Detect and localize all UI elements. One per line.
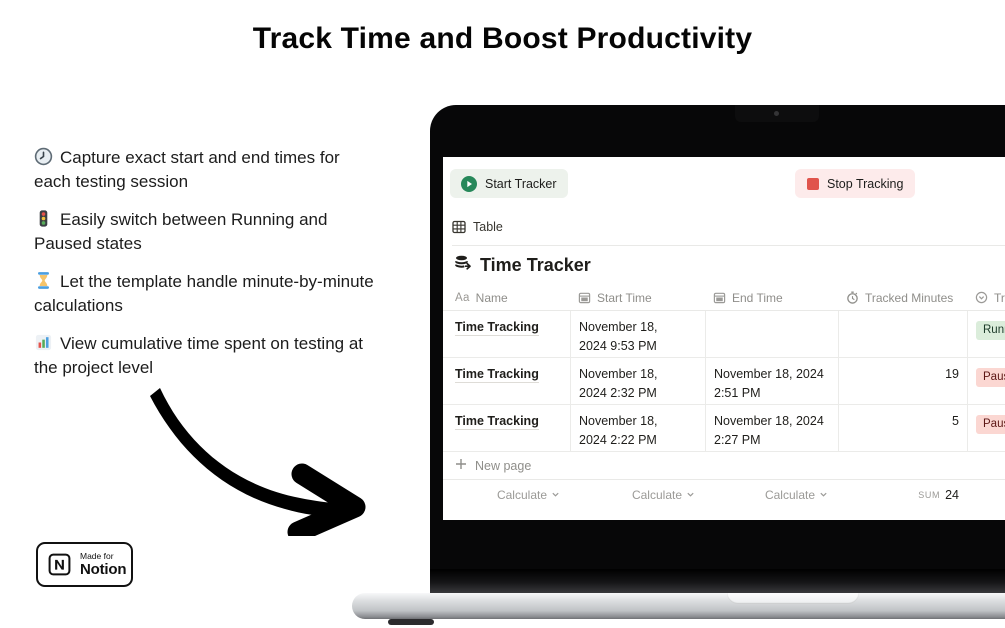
column-label: Tracking Status — [994, 290, 1005, 305]
start-tracker-button[interactable]: Start Tracker — [450, 169, 568, 198]
laptop-screen: Start Tracker Stop Tracking Table — [443, 157, 1005, 520]
laptop-foot — [388, 619, 434, 625]
new-page-button[interactable]: New page — [443, 452, 1005, 480]
start-tracker-label: Start Tracker — [485, 176, 557, 191]
table-row: Time Tracking November 18, 2024 2:32 PM … — [443, 358, 1005, 405]
cell-tracked-minutes[interactable]: 19 — [838, 358, 967, 404]
laptop-base — [352, 593, 1005, 619]
status-badge: Paused — [976, 368, 1005, 387]
calculate-dropdown[interactable]: Calculate — [443, 488, 570, 502]
stop-square-icon — [807, 177, 819, 190]
time-tracker-table: Aa Name Start Time End Time — [443, 285, 1005, 510]
bar-chart-icon — [34, 333, 53, 352]
toolbar-divider — [452, 245, 1005, 246]
select-icon — [975, 291, 988, 304]
badge-made-for-label: Made for — [80, 550, 114, 561]
cell-end-time[interactable] — [705, 311, 838, 357]
text-property-icon: Aa — [455, 291, 470, 304]
cell-end-time[interactable]: November 18, 2024 2:51 PM — [705, 358, 838, 404]
play-circle-icon — [461, 175, 477, 192]
status-badge: Running — [976, 321, 1005, 340]
table-header-row: Aa Name Start Time End Time — [443, 285, 1005, 311]
feature-text: View cumulative time spent on testing at… — [34, 334, 364, 377]
tab-table-label: Table — [473, 220, 503, 234]
cell-tracking-status[interactable]: Paused — [967, 405, 1005, 451]
column-header-tracked-minutes[interactable]: Tracked Minutes — [838, 291, 967, 305]
stopwatch-icon — [846, 291, 859, 304]
column-header-start-time[interactable]: Start Time — [570, 291, 705, 305]
sum-label: SUM — [918, 490, 941, 500]
chevron-down-icon — [551, 488, 560, 502]
tab-table[interactable]: Table — [452, 220, 503, 234]
laptop-bezel: Start Tracker Stop Tracking Table — [430, 105, 1005, 593]
cell-tracked-minutes[interactable] — [838, 311, 967, 357]
cell-start-time[interactable]: November 18, 2024 9:53 PM — [570, 311, 705, 357]
hourglass-icon — [34, 271, 53, 290]
notion-app: Start Tracker Stop Tracking Table — [443, 157, 1005, 520]
cell-tracking-status[interactable]: Running — [967, 311, 1005, 357]
page-title: Track Time and Boost Productivity — [252, 22, 753, 55]
cell-name[interactable]: Time Tracking — [455, 320, 539, 336]
calendar-icon — [713, 291, 726, 304]
cell-start-time[interactable]: November 18, 2024 2:32 PM — [570, 358, 705, 404]
calendar-icon — [578, 291, 591, 304]
new-page-label: New page — [475, 458, 532, 473]
chevron-down-icon — [686, 488, 695, 502]
cell-name[interactable]: Time Tracking — [455, 367, 539, 383]
notion-logo-icon — [46, 551, 73, 578]
feature-item: Easily switch between Running and Paused… — [34, 208, 374, 256]
feature-text: Easily switch between Running and Paused… — [34, 210, 328, 253]
table-footer-row: Calculate Calculate Calculate — [443, 480, 1005, 510]
laptop-notch — [735, 105, 819, 122]
sum-value: 24 — [945, 488, 959, 502]
badge-text: Made for Notion — [80, 552, 126, 578]
status-badge: Paused — [976, 415, 1005, 434]
stop-tracking-label: Stop Tracking — [827, 176, 904, 191]
traffic-light-icon — [34, 209, 53, 228]
feature-item: Let the template handle minute-by-minute… — [34, 270, 374, 318]
column-header-end-time[interactable]: End Time — [705, 291, 838, 305]
cell-end-time[interactable]: November 18, 2024 2:27 PM — [705, 405, 838, 451]
column-header-name[interactable]: Aa Name — [443, 291, 570, 305]
cell-tracking-status[interactable]: Paused — [967, 358, 1005, 404]
column-label: Name — [475, 290, 508, 305]
table-row: Time Tracking November 18, 2024 2:22 PM … — [443, 405, 1005, 452]
cell-name[interactable]: Time Tracking — [455, 414, 539, 430]
column-label: Start Time — [597, 290, 652, 305]
feature-text: Let the template handle minute-by-minute… — [34, 272, 374, 315]
cell-tracked-minutes[interactable]: 5 — [838, 405, 967, 451]
plus-icon — [455, 458, 467, 473]
made-for-notion-badge: Made for Notion — [36, 542, 133, 587]
laptop-hinge — [430, 569, 1005, 593]
badge-brand-label: Notion — [80, 561, 127, 579]
database-title[interactable]: Time Tracker — [454, 254, 591, 277]
clock-icon — [34, 147, 53, 166]
column-header-tracking-status[interactable]: Tracking Status — [967, 291, 1005, 305]
laptop-lip-notch — [727, 593, 859, 604]
stop-tracking-button[interactable]: Stop Tracking — [795, 169, 916, 198]
column-label: End Time — [732, 290, 783, 305]
column-label: Tracked Minutes — [865, 290, 954, 305]
feature-text: Capture exact start and end times for ea… — [34, 148, 340, 191]
database-icon — [454, 254, 472, 277]
feature-item: Capture exact start and end times for ea… — [34, 146, 374, 194]
sum-aggregate[interactable]: SUM 24 — [838, 488, 967, 502]
chevron-down-icon — [819, 488, 828, 502]
feature-item: View cumulative time spent on testing at… — [34, 332, 374, 380]
calculate-dropdown[interactable]: Calculate — [705, 488, 838, 502]
table-icon — [452, 220, 466, 234]
feature-list: Capture exact start and end times for ea… — [34, 146, 374, 394]
calculate-dropdown[interactable]: Calculate — [570, 488, 705, 502]
arrow-annotation — [150, 388, 366, 536]
table-row: Time Tracking November 18, 2024 9:53 PM … — [443, 311, 1005, 358]
cell-start-time[interactable]: November 18, 2024 2:22 PM — [570, 405, 705, 451]
camera-dot — [774, 111, 779, 116]
database-title-label: Time Tracker — [480, 255, 591, 275]
